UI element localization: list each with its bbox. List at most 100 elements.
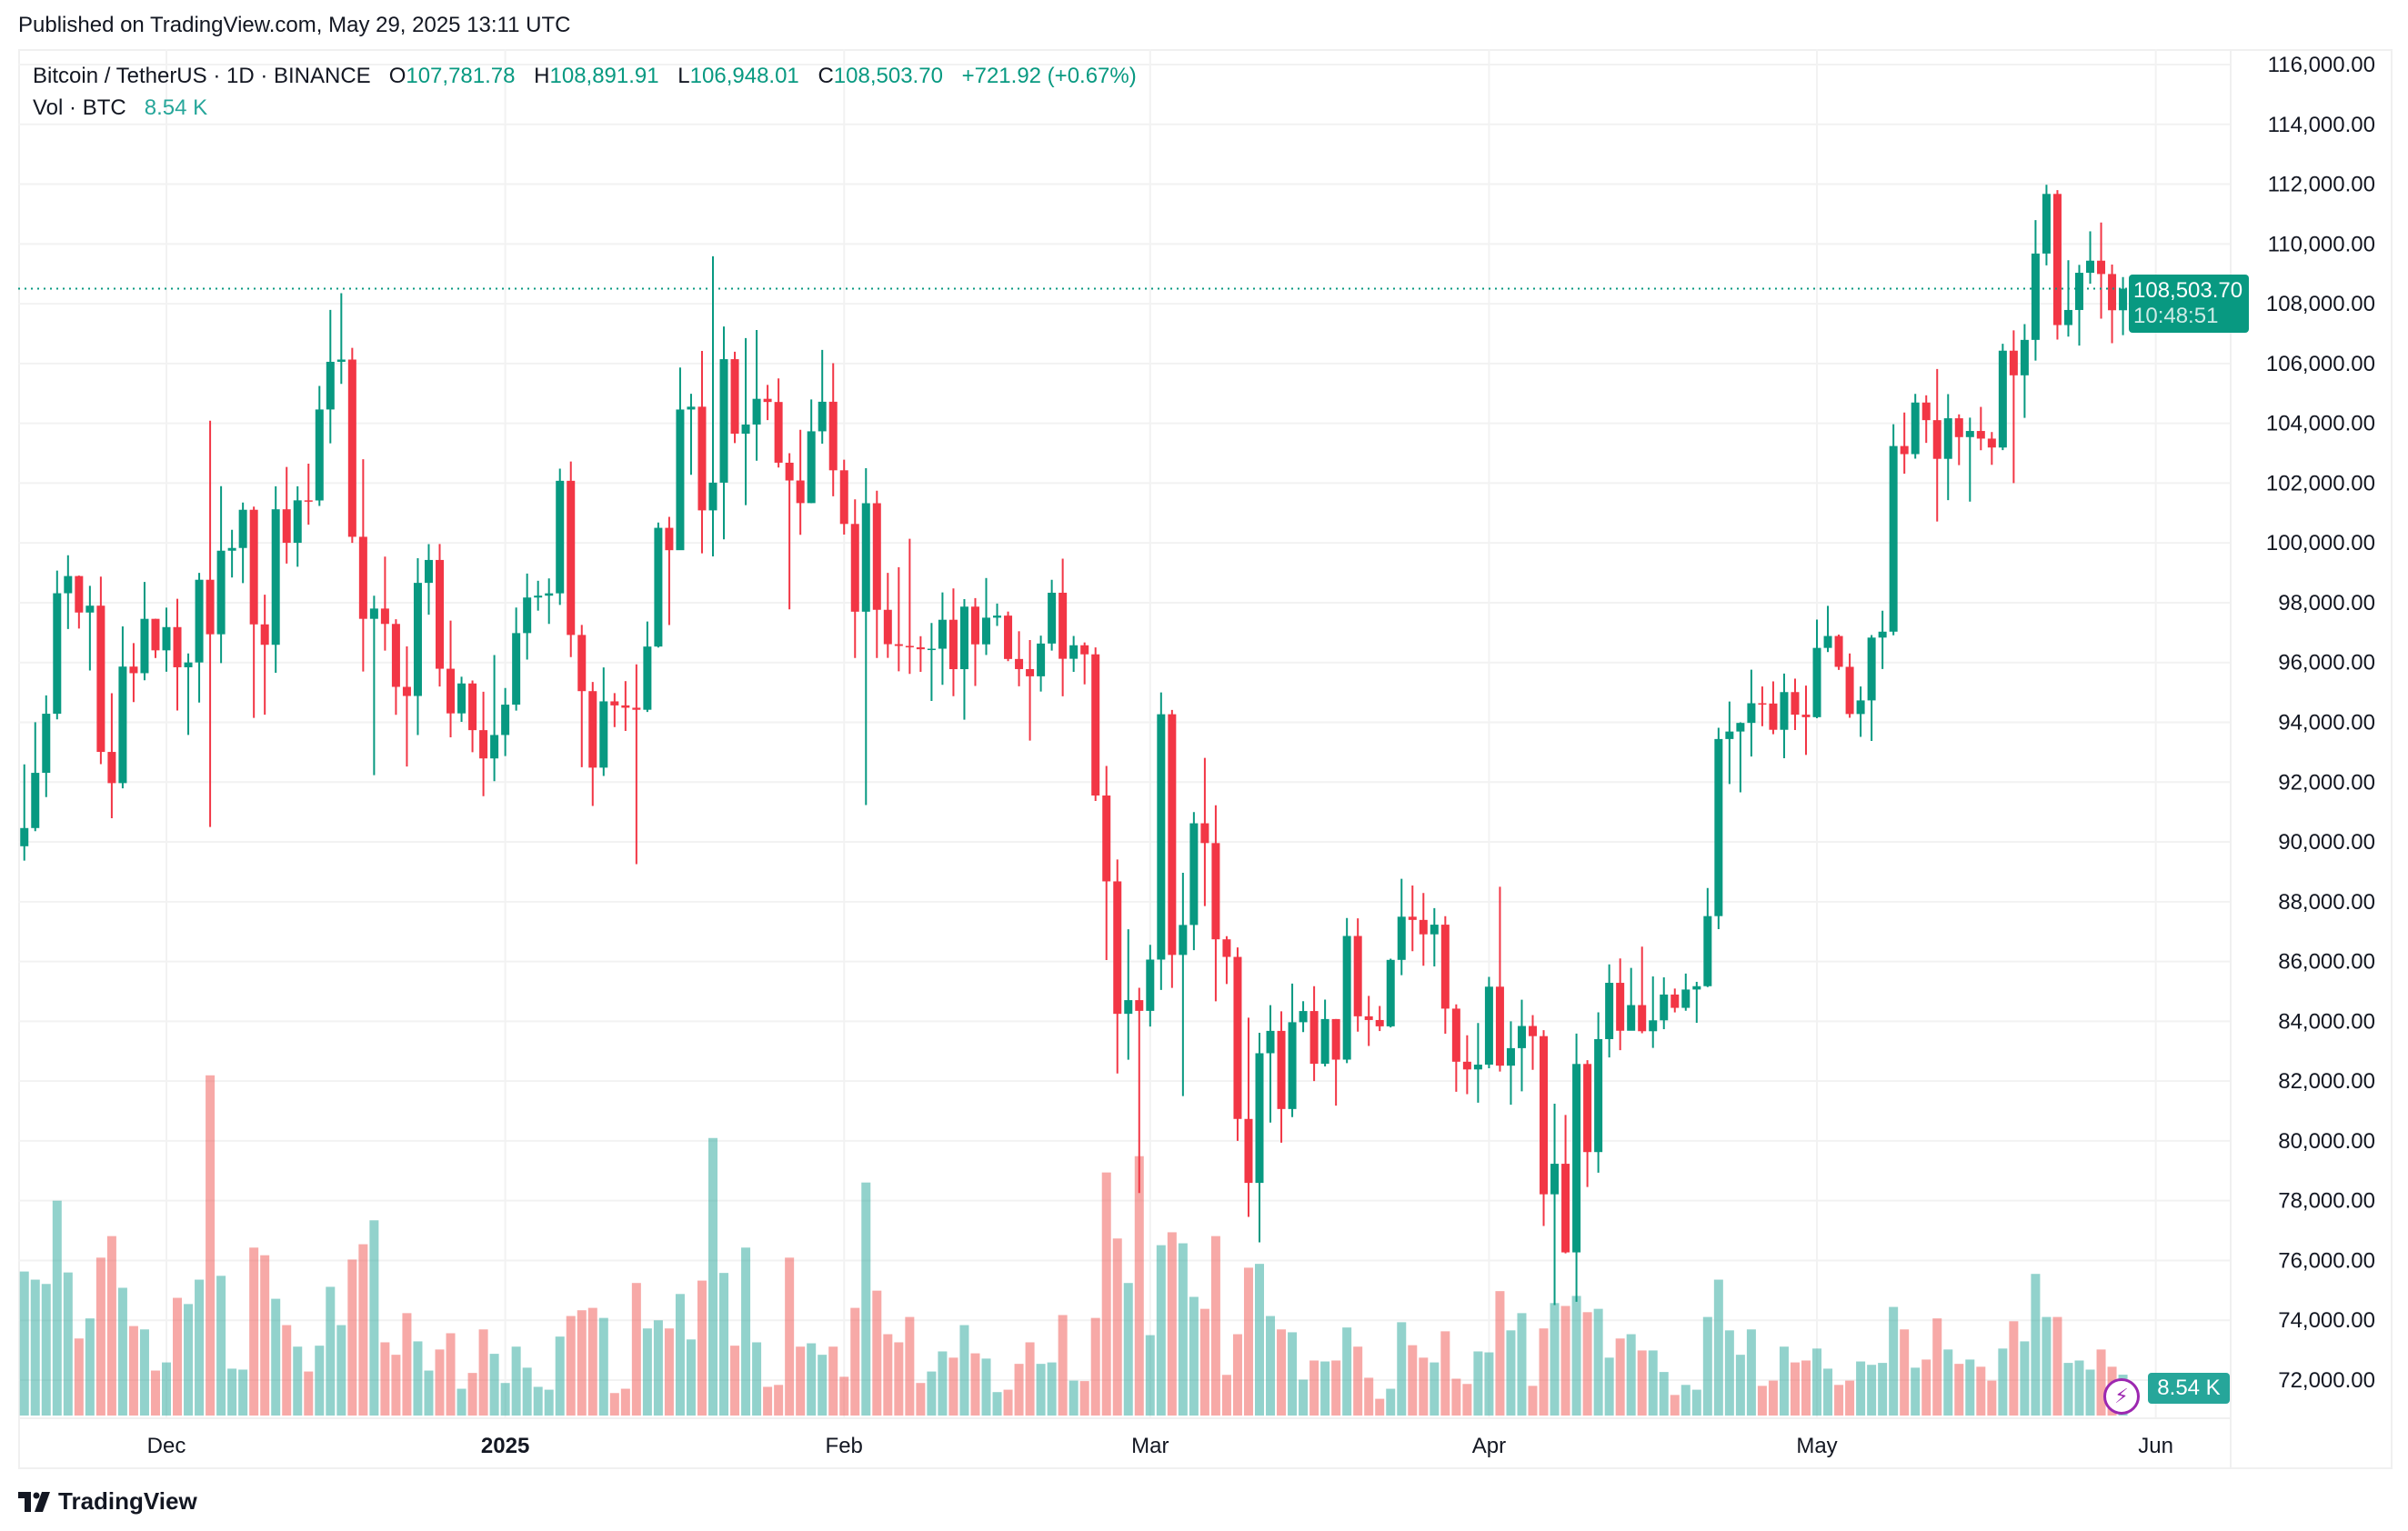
candle-body: [588, 691, 597, 768]
volume-bar: [1900, 1329, 1910, 1416]
candle-body: [1638, 1005, 1647, 1032]
price-tick-label: 88,000.00: [2278, 890, 2375, 915]
volume-bar: [489, 1354, 499, 1416]
candle-body: [1299, 1011, 1308, 1023]
volume-bar: [162, 1362, 171, 1416]
volume-bar: [1462, 1384, 1472, 1416]
volume-bar: [293, 1346, 303, 1416]
low-label: L: [677, 64, 690, 88]
candle-body: [1386, 959, 1395, 1026]
price-tick-label: 92,000.00: [2278, 770, 2375, 795]
candle-body: [883, 609, 892, 645]
volume-bar: [282, 1325, 292, 1416]
candle-body: [151, 618, 160, 651]
lightning-alert-icon[interactable]: ⚡︎: [2103, 1378, 2140, 1415]
volume-bar: [195, 1279, 205, 1416]
symbol-title[interactable]: Bitcoin / TetherUS · 1D · BINANCE: [33, 64, 371, 88]
volume-bar: [1320, 1361, 1330, 1416]
candle-body: [1747, 703, 1756, 724]
candle-body: [1572, 1064, 1581, 1253]
candle-body: [610, 701, 619, 705]
candle-body: [1671, 994, 1680, 1008]
candle-body: [304, 500, 313, 502]
tradingview-logo[interactable]: TradingView: [18, 1487, 197, 1516]
candle-body: [2108, 274, 2117, 311]
change-value: +721.92 (+0.67%): [961, 64, 1137, 88]
chart-pane[interactable]: [18, 49, 2393, 1469]
candle-body: [271, 509, 280, 645]
volume-bar: [1386, 1388, 1396, 1416]
price-tick-label: 82,000.00: [2278, 1069, 2375, 1094]
price-tick-label: 80,000.00: [2278, 1129, 2375, 1154]
volume-bar: [1932, 1318, 1942, 1416]
volume-bar: [1845, 1380, 1855, 1416]
candle-body: [1080, 645, 1089, 655]
volume-bar: [774, 1385, 784, 1416]
volume-bar: [1528, 1386, 1538, 1416]
candle-body: [140, 618, 149, 674]
candle-body: [993, 615, 1002, 618]
candle-body: [358, 536, 367, 619]
volume-bar: [511, 1346, 521, 1416]
volume-legend[interactable]: Vol · BTC 8.54 K: [33, 95, 207, 121]
candle-body: [1965, 431, 1974, 437]
volume-bar: [238, 1369, 248, 1416]
volume-bar: [500, 1383, 510, 1416]
candle-body: [20, 827, 29, 846]
volume-bar: [478, 1329, 488, 1416]
candle-body: [347, 359, 356, 537]
candle-body: [413, 583, 422, 696]
volume-bar: [1702, 1316, 1712, 1416]
volume-bar: [227, 1368, 237, 1416]
volume-bar: [970, 1353, 980, 1416]
price-tick-label: 94,000.00: [2278, 711, 2375, 735]
volume-bar: [52, 1200, 62, 1416]
volume-bar: [1834, 1385, 1844, 1416]
price-tick-label: 90,000.00: [2278, 830, 2375, 855]
candle-body: [1867, 637, 1876, 701]
volume-bar: [1210, 1236, 1220, 1416]
volume-bar: [1867, 1365, 1877, 1416]
volume-bar: [927, 1371, 937, 1416]
volume-bar: [1582, 1312, 1592, 1416]
price-tick-label: 108,000.00: [2266, 292, 2375, 316]
volume-bar: [916, 1383, 926, 1416]
price-tick-label: 106,000.00: [2266, 352, 2375, 376]
last-price-value: 108,503.70: [2133, 277, 2243, 303]
candle-body: [1309, 1011, 1319, 1065]
ohlc-legend[interactable]: Bitcoin / TetherUS · 1D · BINANCE O107,7…: [33, 64, 1149, 89]
candle-body: [959, 606, 968, 670]
volume-bar: [675, 1294, 685, 1416]
candle-body: [708, 482, 717, 511]
candle-body: [665, 527, 674, 551]
volume-bar: [30, 1279, 40, 1416]
candle-body: [501, 705, 510, 735]
candle-body: [1529, 1026, 1537, 1036]
volume-bar: [1156, 1245, 1166, 1416]
volume-tag: 8.54 K: [2148, 1373, 2230, 1404]
tradingview-logo-text: TradingView: [58, 1487, 197, 1515]
candle-body: [1320, 1018, 1329, 1065]
volume-bar: [1648, 1350, 1658, 1416]
volume-bar: [2009, 1321, 2019, 1416]
volume-bar: [1691, 1389, 1701, 1416]
tradingview-logo-icon: [18, 1491, 50, 1512]
volume-bar: [260, 1255, 270, 1416]
volume-bar: [1232, 1334, 1242, 1416]
volume-bar: [1178, 1243, 1188, 1416]
candles: [20, 185, 2128, 1306]
candle-body: [2009, 350, 2018, 375]
volume-bar: [1637, 1350, 1647, 1416]
candle-body: [1124, 1000, 1133, 1015]
candle-body: [1976, 431, 1985, 439]
candle-body: [1540, 1036, 1549, 1195]
candle-body: [730, 359, 739, 435]
candle-body: [1473, 1065, 1482, 1070]
volume-bar: [1943, 1349, 1953, 1416]
candle-body: [1015, 658, 1024, 669]
candle-body: [763, 398, 772, 403]
volume-bar: [577, 1310, 587, 1416]
candle-body: [796, 480, 805, 504]
volume-bar: [598, 1317, 608, 1416]
